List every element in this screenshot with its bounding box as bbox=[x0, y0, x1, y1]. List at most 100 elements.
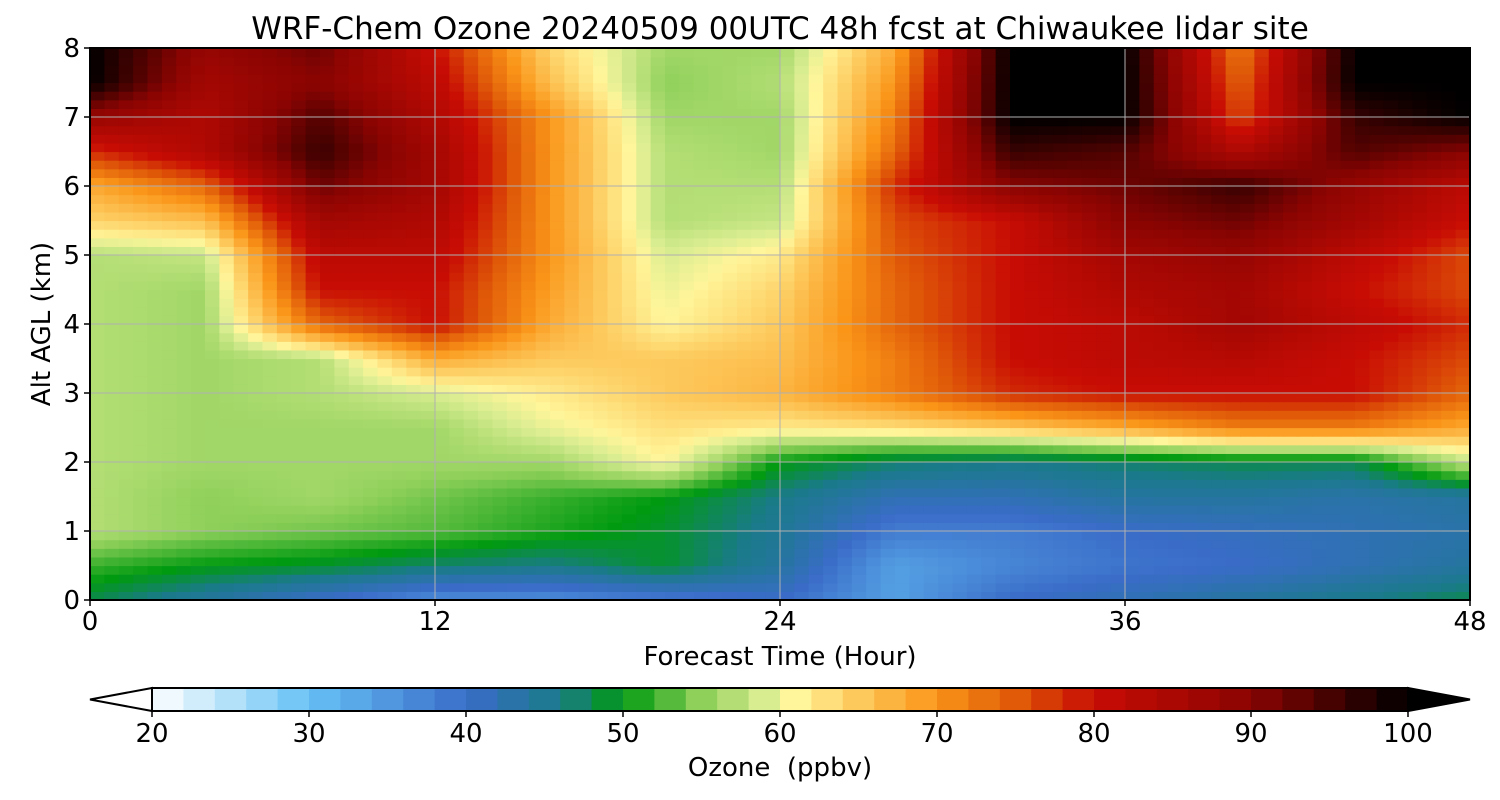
heatmap-cell bbox=[104, 427, 120, 437]
heatmap-cell bbox=[1340, 341, 1356, 351]
heatmap-cell bbox=[521, 211, 537, 222]
heatmap-cell bbox=[780, 565, 795, 575]
heatmap-cell bbox=[1412, 453, 1428, 463]
heatmap-cell bbox=[334, 151, 350, 161]
heatmap-cell bbox=[463, 315, 479, 325]
heatmap-cell bbox=[851, 531, 867, 541]
heatmap-cell bbox=[1311, 160, 1327, 170]
heatmap-cell bbox=[1369, 160, 1385, 170]
heatmap-cell bbox=[1024, 160, 1040, 170]
heatmap-cell bbox=[449, 539, 465, 549]
heatmap-cell bbox=[1024, 186, 1040, 196]
heatmap-cell bbox=[233, 418, 249, 429]
heatmap-cell bbox=[535, 177, 551, 187]
heatmap-cell bbox=[665, 349, 680, 360]
heatmap-cell bbox=[895, 237, 910, 247]
heatmap-cell bbox=[765, 531, 781, 541]
heatmap-cell bbox=[880, 574, 896, 584]
heatmap-cell bbox=[765, 289, 781, 299]
heatmap-cell bbox=[305, 496, 321, 506]
heatmap-cell bbox=[1081, 151, 1097, 161]
heatmap-cell bbox=[1081, 272, 1097, 282]
heatmap-cell bbox=[478, 548, 494, 558]
heatmap-cell bbox=[535, 513, 551, 523]
heatmap-cell bbox=[679, 211, 695, 222]
heatmap-cell bbox=[1038, 427, 1054, 437]
heatmap-cell bbox=[1355, 211, 1370, 222]
heatmap-cell bbox=[133, 255, 149, 265]
heatmap-cell bbox=[780, 272, 795, 282]
heatmap-cell bbox=[363, 505, 379, 515]
heatmap-cell bbox=[435, 384, 450, 394]
heatmap-cell bbox=[90, 375, 105, 385]
heatmap-cell bbox=[1398, 186, 1414, 196]
heatmap-cell bbox=[938, 531, 954, 541]
heatmap-cell bbox=[1225, 384, 1241, 394]
heatmap-cell bbox=[966, 186, 982, 196]
heatmap-cell bbox=[1182, 203, 1198, 213]
heatmap-cell bbox=[1024, 237, 1040, 247]
heatmap-cell bbox=[1326, 427, 1342, 437]
heatmap-cell bbox=[1010, 255, 1025, 265]
heatmap-cell bbox=[1053, 548, 1069, 558]
heatmap-cell bbox=[621, 203, 637, 213]
heatmap-cell bbox=[262, 349, 278, 360]
heatmap-cell bbox=[1254, 401, 1270, 411]
heatmap-cell bbox=[708, 487, 724, 498]
heatmap-cell bbox=[794, 384, 810, 394]
heatmap-cell bbox=[348, 384, 364, 394]
heatmap-cell bbox=[1053, 203, 1069, 213]
heatmap-cell bbox=[1340, 367, 1356, 377]
heatmap-cell bbox=[550, 186, 565, 196]
heatmap-cell bbox=[837, 263, 853, 273]
heatmap-cell bbox=[636, 556, 652, 567]
heatmap-cell bbox=[320, 496, 335, 506]
heatmap-cell bbox=[1153, 315, 1169, 325]
heatmap-cell bbox=[1254, 453, 1270, 463]
heatmap-cell bbox=[521, 436, 537, 446]
heatmap-cell bbox=[90, 229, 105, 239]
heatmap-cell bbox=[1010, 177, 1025, 187]
heatmap-cell bbox=[1455, 582, 1471, 592]
heatmap-cell bbox=[406, 462, 422, 472]
heatmap-cell bbox=[736, 220, 752, 230]
heatmap-cell bbox=[765, 505, 781, 515]
heatmap-cell bbox=[391, 462, 407, 472]
heatmap-cell bbox=[1038, 349, 1054, 360]
heatmap-cell bbox=[248, 410, 264, 420]
heatmap-cell bbox=[478, 367, 494, 377]
heatmap-cell bbox=[1125, 168, 1140, 178]
heatmap-cell bbox=[808, 531, 824, 541]
heatmap-cell bbox=[1441, 479, 1457, 489]
heatmap-cell bbox=[966, 272, 982, 282]
heatmap-cell bbox=[521, 367, 537, 377]
heatmap-cell bbox=[406, 306, 422, 316]
heatmap-cell bbox=[1340, 384, 1356, 394]
heatmap-cell bbox=[190, 444, 206, 454]
heatmap-cell bbox=[923, 591, 939, 601]
heatmap-cell bbox=[320, 444, 335, 454]
heatmap-cell bbox=[650, 375, 666, 385]
heatmap-cell bbox=[205, 574, 220, 584]
heatmap-cell bbox=[823, 272, 839, 282]
heatmap-cell bbox=[1081, 211, 1097, 222]
heatmap-cell bbox=[981, 280, 997, 291]
heatmap-cell bbox=[391, 246, 407, 256]
heatmap-cell bbox=[463, 401, 479, 411]
heatmap-cell bbox=[564, 168, 580, 178]
heatmap-cell bbox=[449, 203, 465, 213]
heatmap-cell bbox=[190, 177, 206, 187]
heatmap-cell bbox=[176, 582, 192, 592]
heatmap-cell bbox=[492, 272, 508, 282]
heatmap-cell bbox=[1010, 531, 1025, 541]
heatmap-cell bbox=[593, 487, 609, 498]
heatmap-cell bbox=[506, 556, 522, 567]
heatmap-cell bbox=[492, 237, 508, 247]
heatmap-cell bbox=[866, 574, 882, 584]
heatmap-cell bbox=[1426, 341, 1442, 351]
heatmap-cell bbox=[161, 436, 177, 446]
heatmap-cell bbox=[578, 168, 594, 178]
heatmap-cell bbox=[420, 324, 436, 334]
heatmap-cell bbox=[1441, 418, 1457, 429]
heatmap-cell bbox=[406, 186, 422, 196]
